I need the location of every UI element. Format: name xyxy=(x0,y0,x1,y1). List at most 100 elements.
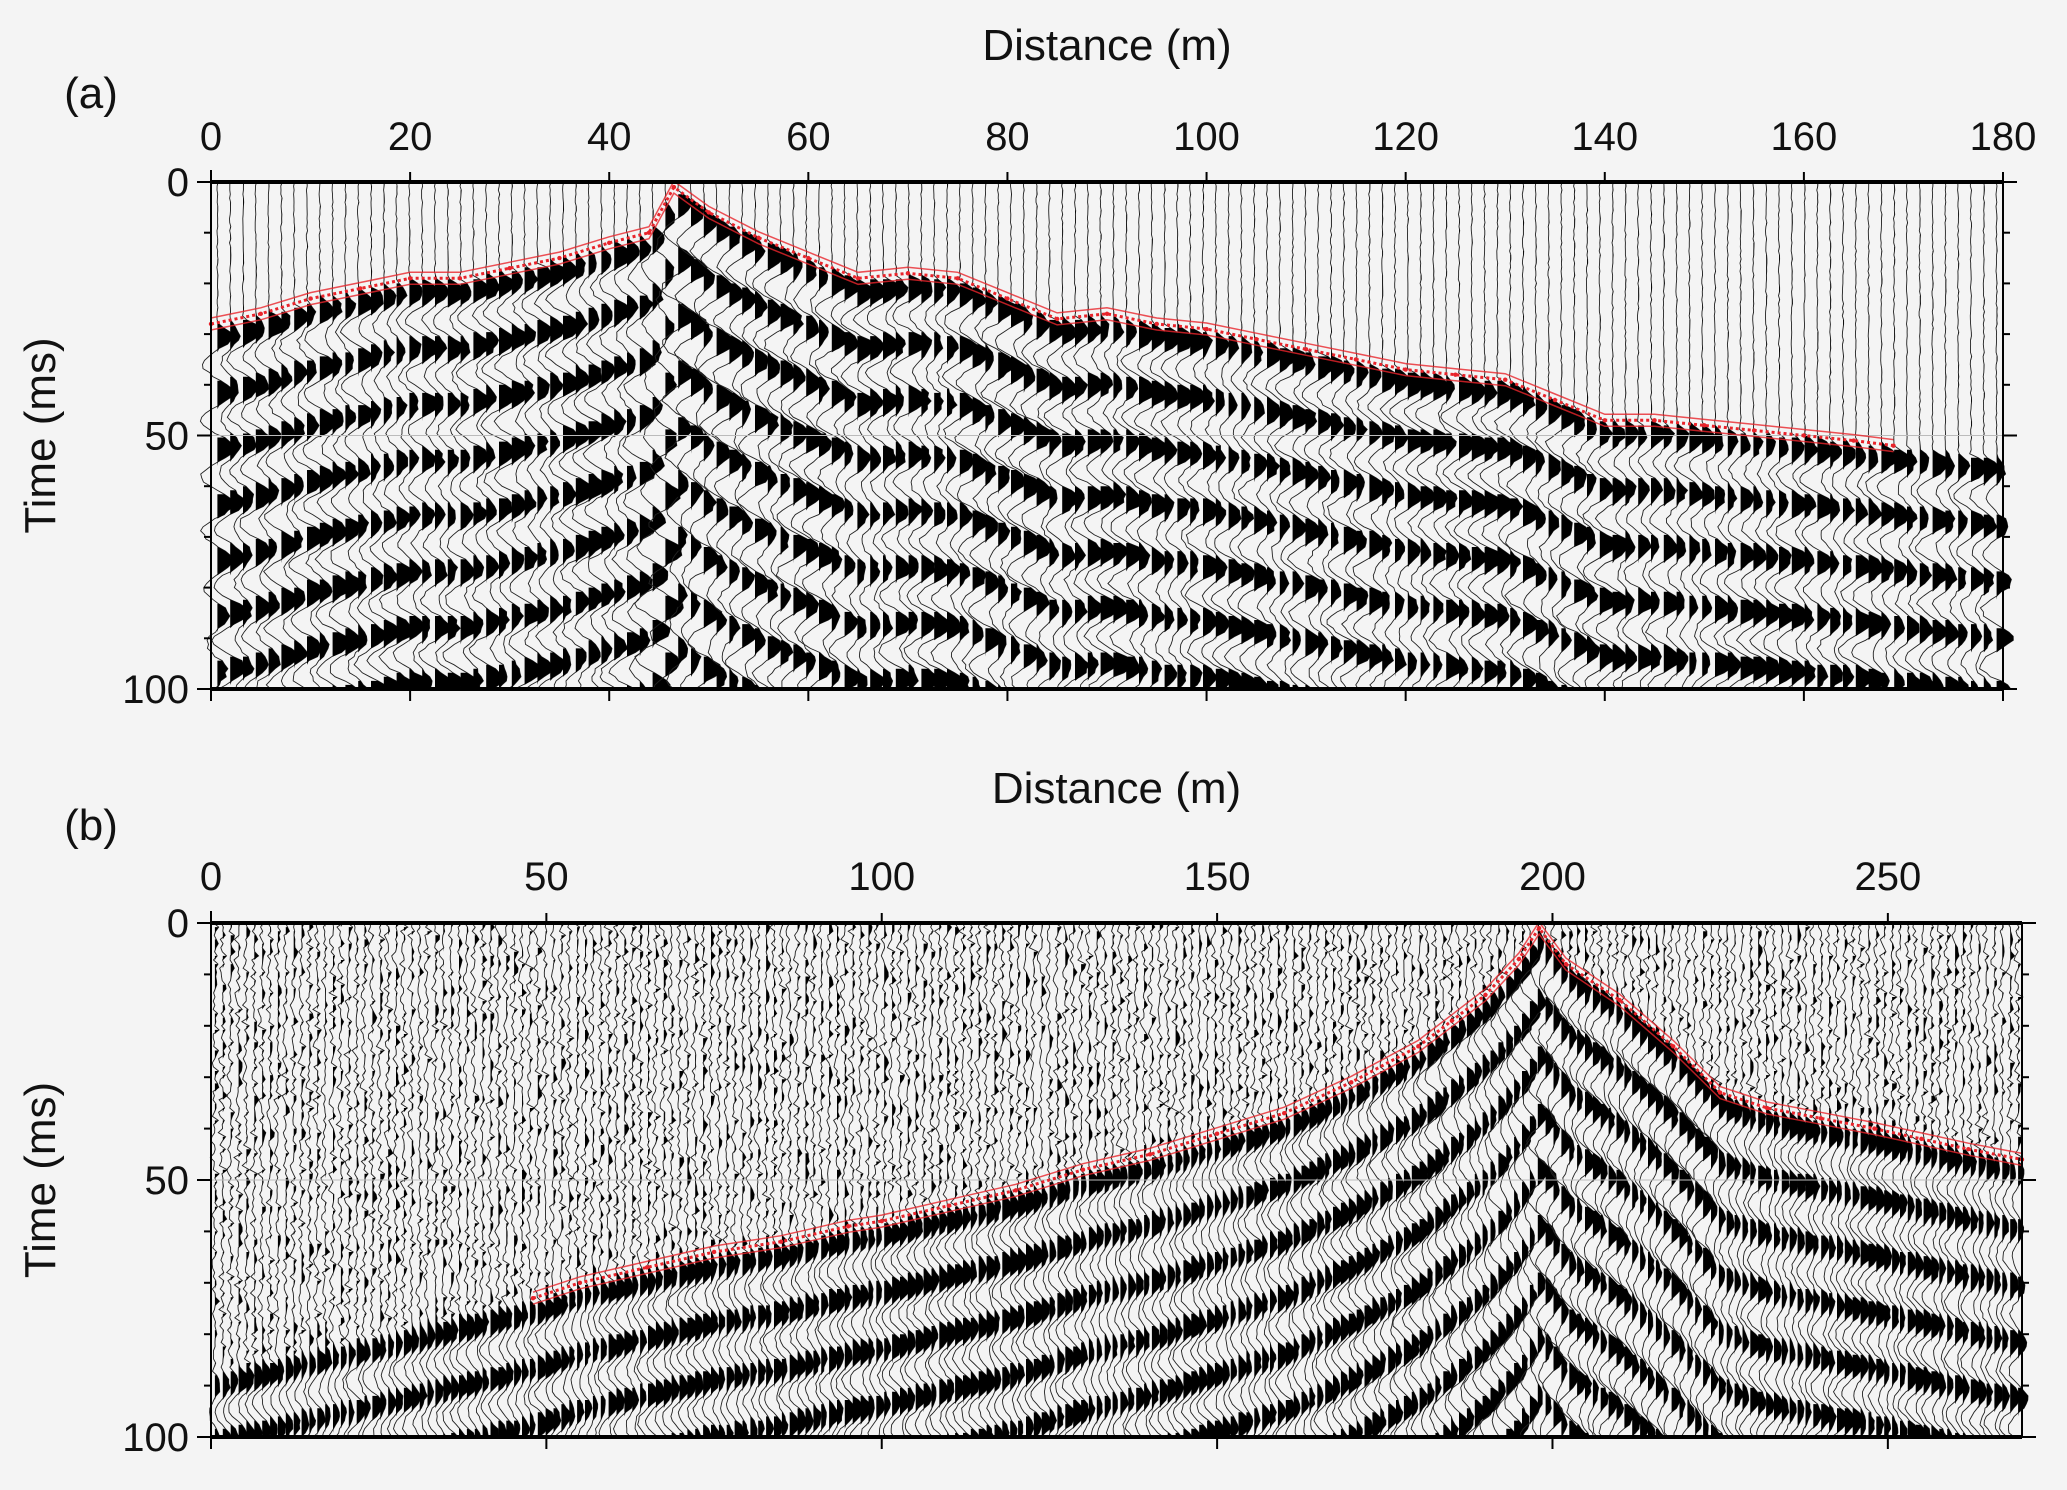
trace-fill xyxy=(1830,182,1843,689)
x-tick-label: 100 xyxy=(848,855,915,899)
trace-fill xyxy=(1023,190,1042,669)
pick-point xyxy=(1702,423,1707,428)
trace-fill xyxy=(262,923,272,1437)
trace-wiggle xyxy=(478,922,502,1438)
trace-fill xyxy=(1648,923,1659,1437)
pick-point xyxy=(1349,1080,1354,1085)
pick-point xyxy=(1891,443,1896,448)
panel-label: (b) xyxy=(64,801,118,850)
trace-fill xyxy=(1279,202,1297,690)
trace-fill xyxy=(301,923,309,1437)
pick-point xyxy=(846,1224,851,1229)
trace-fill xyxy=(1569,931,1580,1437)
trace-fill xyxy=(1561,182,1578,689)
trace-fill xyxy=(837,927,847,1429)
pick-point xyxy=(1671,1044,1676,1049)
trace-fill xyxy=(511,182,530,689)
trace-wiggle xyxy=(698,181,735,690)
trace-fill xyxy=(852,923,863,1425)
trace-fill xyxy=(1018,923,1028,1437)
trace-fill xyxy=(364,927,371,1425)
trace-wiggle xyxy=(1203,922,1226,1438)
trace-fill xyxy=(1797,923,1807,1429)
trace-fill xyxy=(687,935,699,1437)
trace-fill xyxy=(1490,923,1501,1417)
trace-fill xyxy=(1860,923,1872,1437)
pick-point xyxy=(577,1280,583,1286)
trace-fill xyxy=(1585,923,1597,1437)
pick-point xyxy=(1013,1188,1019,1193)
trace-fill xyxy=(1451,923,1462,1437)
trace-fill xyxy=(1380,923,1391,1437)
pick-point xyxy=(756,235,761,240)
trace-fill xyxy=(959,186,978,689)
trace-fill xyxy=(742,931,752,1437)
trace-fill xyxy=(1947,927,1958,1437)
trace-fill xyxy=(447,190,465,689)
trace-fill xyxy=(1120,923,1129,1421)
trace-fill xyxy=(805,923,815,1437)
trace-fill xyxy=(1695,927,1706,1437)
trace-fill xyxy=(1931,927,1942,1437)
pick-point xyxy=(955,276,960,281)
pick-point xyxy=(1966,1146,1971,1152)
trace-wiggle xyxy=(328,181,365,690)
trace-fill xyxy=(1435,923,1446,1437)
trace-fill xyxy=(1190,182,1208,689)
trace-wiggle xyxy=(1265,181,1298,690)
trace-fill xyxy=(1535,182,1553,689)
trace-fill xyxy=(1388,923,1400,1433)
trace-fill xyxy=(1779,182,1795,685)
trace-fill xyxy=(409,182,427,689)
trace-fill xyxy=(1199,923,1209,1437)
trace-fill xyxy=(380,923,386,1421)
trace-fill xyxy=(934,182,952,689)
trace-fill xyxy=(1317,923,1327,1413)
trace-fill xyxy=(1727,186,1743,681)
y-tick-label: 50 xyxy=(145,1159,190,1203)
trace-fill xyxy=(1663,186,1680,673)
trace-fill xyxy=(789,960,800,1437)
trace-fill xyxy=(1758,931,1770,1421)
trace-fill xyxy=(1537,923,1549,1417)
trace-wiggle xyxy=(1447,922,1470,1438)
trace-fill xyxy=(1159,923,1170,1437)
trace-fill xyxy=(214,927,220,1437)
trace-fill xyxy=(1600,923,1612,1413)
pick-point xyxy=(1516,956,1522,962)
trace-fill xyxy=(1270,923,1281,1429)
trace-fill xyxy=(758,927,769,1437)
trace-fill xyxy=(829,923,840,1433)
trace-fill xyxy=(1411,923,1423,1421)
trace-fill xyxy=(1774,923,1785,1425)
trace-fill xyxy=(1214,927,1226,1437)
trace-wiggle xyxy=(1009,922,1029,1438)
trace-fill xyxy=(1033,923,1045,1437)
y-tick-label: 0 xyxy=(167,161,189,205)
trace-fill xyxy=(333,927,340,1433)
trace-fill xyxy=(1241,182,1258,689)
pick-point xyxy=(1254,336,1259,342)
trace-fill xyxy=(1348,923,1360,1437)
pick-window-upper xyxy=(532,920,2023,1293)
trace-fill xyxy=(1514,923,1525,1437)
trace-fill xyxy=(561,923,571,1433)
trace-fill xyxy=(1766,186,1783,685)
pick-point xyxy=(1617,997,1622,1003)
trace-fill xyxy=(1049,182,1066,681)
pick-point xyxy=(1104,311,1110,317)
trace-fill xyxy=(884,923,895,1421)
trace-fill xyxy=(806,182,824,681)
pick-point xyxy=(607,240,612,246)
pick-point xyxy=(1602,418,1607,423)
pick-point xyxy=(1449,1018,1455,1023)
trace-wiggle xyxy=(442,181,479,690)
trace-wiggle xyxy=(742,922,758,1438)
x-tick-label: 160 xyxy=(1771,115,1838,159)
trace-wiggle xyxy=(1228,922,1250,1438)
trace-fill xyxy=(1612,182,1630,673)
trace-fill xyxy=(1561,923,1573,1437)
x-tick-label: 0 xyxy=(200,115,222,159)
trace-fill xyxy=(588,186,606,669)
trace-fill xyxy=(1104,923,1113,1421)
